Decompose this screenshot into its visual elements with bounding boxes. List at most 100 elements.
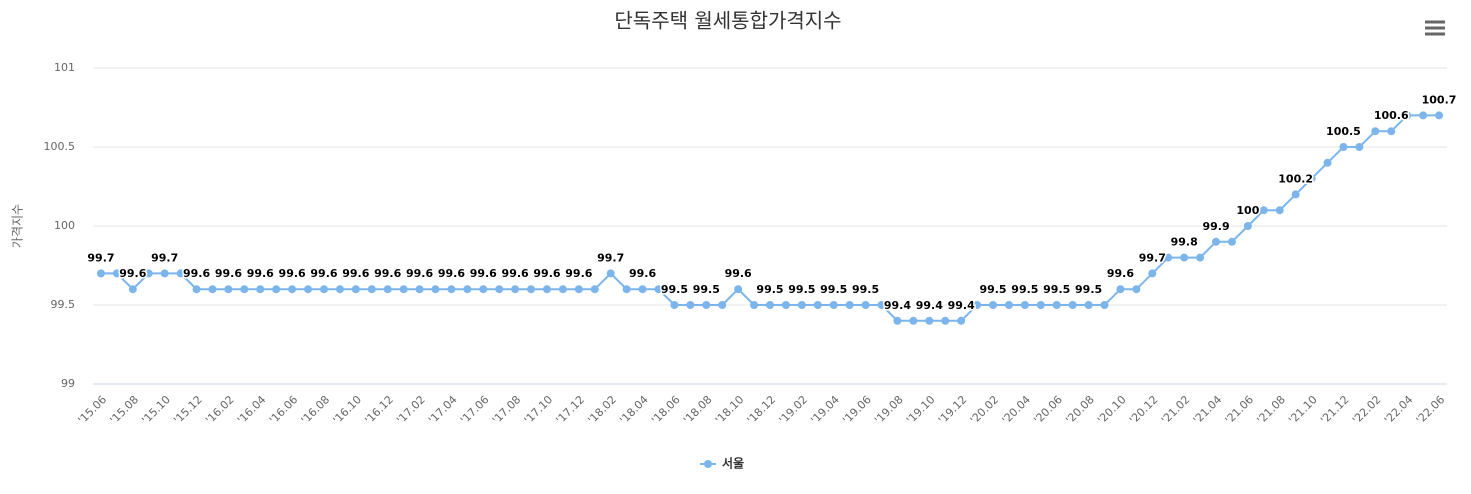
point-marker — [1323, 158, 1332, 167]
point-marker — [1116, 285, 1125, 294]
point-marker — [1004, 301, 1013, 309]
point-marker — [1355, 143, 1364, 151]
data-label: 99.9 — [1202, 220, 1229, 233]
data-label: 99.6 — [342, 267, 369, 280]
y-tick-label: 100.5 — [44, 140, 76, 153]
point-marker — [128, 285, 137, 294]
x-tick-label: '21.08 — [1254, 393, 1288, 427]
point-marker — [590, 285, 599, 294]
point-marker — [495, 285, 504, 294]
data-label: 99.6 — [119, 267, 146, 280]
x-tick-label: '21.10 — [1286, 393, 1320, 427]
data-label: 99.6 — [310, 267, 337, 280]
point-marker — [240, 285, 249, 294]
data-label: 99.5 — [820, 283, 847, 296]
legend-label: 서울 — [722, 456, 744, 471]
data-label: 99.6 — [1107, 267, 1134, 280]
x-tick-label: '20.02 — [968, 393, 1002, 427]
data-label: 100.6 — [1374, 109, 1409, 122]
point-marker — [813, 301, 822, 309]
data-label: 100.2 — [1278, 172, 1313, 185]
x-tick-label: '18.02 — [585, 393, 619, 427]
point-marker — [1339, 143, 1348, 151]
data-label: 99.7 — [597, 251, 624, 264]
data-label: 99.4 — [948, 299, 975, 312]
point-marker — [1196, 253, 1205, 262]
point-marker — [96, 269, 105, 278]
point-marker — [1212, 237, 1221, 246]
point-marker — [1419, 111, 1428, 120]
data-label: 99.7 — [87, 251, 114, 264]
point-marker — [734, 285, 743, 294]
x-tick-label: '20.04 — [1000, 393, 1034, 427]
point-marker — [877, 301, 886, 309]
point-marker — [224, 285, 233, 294]
point-marker — [718, 301, 727, 309]
data-label: 99.6 — [629, 267, 656, 280]
x-tick-label: '16.04 — [235, 393, 269, 427]
point-marker — [511, 285, 520, 294]
menu-button[interactable] — [1422, 17, 1448, 41]
point-marker — [527, 285, 536, 294]
point-marker — [160, 269, 169, 278]
point-marker — [686, 301, 695, 309]
point-marker — [766, 301, 774, 309]
data-label: 99.6 — [438, 267, 465, 280]
x-tick-label: '21.02 — [1159, 393, 1193, 427]
data-label: 100.7 — [1422, 93, 1457, 106]
x-tick-label: '15.10 — [139, 393, 173, 427]
point-marker — [447, 285, 456, 294]
data-label: 99.5 — [1043, 283, 1070, 296]
point-marker — [1275, 206, 1284, 215]
y-tick-label: 101 — [54, 61, 75, 74]
x-tick-label: '15.06 — [76, 393, 110, 427]
point-marker — [319, 285, 328, 294]
point-marker — [272, 285, 281, 294]
x-tick-label: '19.06 — [840, 393, 874, 427]
x-tick-label: '21.12 — [1318, 393, 1352, 427]
point-marker — [1068, 301, 1077, 309]
point-marker — [479, 285, 488, 294]
x-tick-label: '16.12 — [362, 393, 396, 427]
point-marker — [144, 269, 153, 278]
point-marker — [351, 285, 360, 294]
x-tick-label: '19.12 — [936, 393, 970, 427]
point-marker — [781, 301, 790, 309]
point-marker — [861, 301, 870, 309]
x-tick-label: '20.10 — [1095, 393, 1129, 427]
data-label: 99.6 — [470, 267, 497, 280]
point-marker — [542, 285, 551, 294]
data-label: 99.6 — [279, 267, 306, 280]
data-label: 100.5 — [1326, 125, 1361, 138]
point-marker — [1148, 269, 1157, 278]
x-tick-label: '19.04 — [808, 393, 842, 427]
data-label: 99.6 — [215, 267, 242, 280]
point-marker — [431, 285, 440, 294]
x-tick-label: '17.06 — [458, 393, 492, 427]
x-tick-label: '16.08 — [299, 393, 333, 427]
point-marker — [606, 269, 615, 278]
y-axis-title: 가격지수 — [11, 204, 25, 248]
x-tick-label: '19.02 — [777, 393, 811, 427]
point-marker — [1243, 222, 1252, 230]
x-tick-label: '22.06 — [1414, 393, 1448, 427]
y-tick-label: 99.5 — [51, 298, 76, 311]
point-marker — [1227, 237, 1236, 246]
point-marker — [845, 301, 854, 309]
data-label: 99.5 — [852, 283, 879, 296]
x-tick-label: '16.06 — [267, 393, 301, 427]
point-marker — [1020, 301, 1029, 309]
data-label: 99.6 — [247, 267, 274, 280]
x-tick-label: '16.10 — [330, 393, 364, 427]
point-marker — [574, 285, 583, 294]
point-marker — [702, 301, 711, 309]
data-label: 99.6 — [502, 267, 529, 280]
point-marker — [925, 316, 934, 325]
data-label: 99.6 — [374, 267, 401, 280]
x-tick-label: '17.04 — [426, 393, 460, 427]
point-marker — [750, 301, 759, 309]
x-tick-label: '17.10 — [522, 393, 556, 427]
x-tick-label: '16.02 — [203, 393, 237, 427]
point-marker — [797, 301, 806, 309]
point-marker — [973, 301, 982, 309]
